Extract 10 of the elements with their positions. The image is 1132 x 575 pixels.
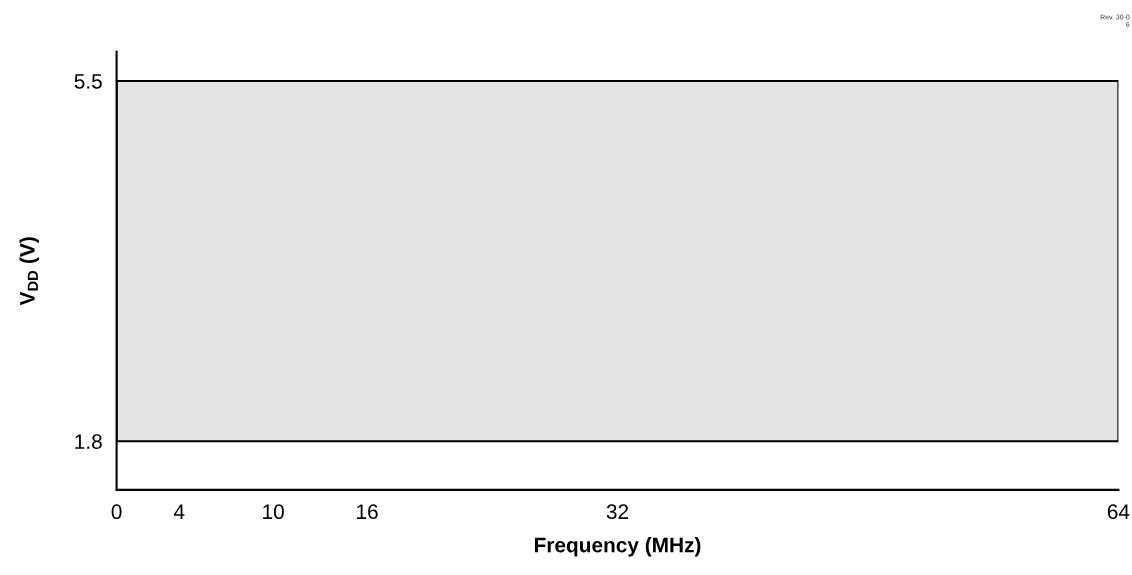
x-tick-label: 0: [111, 504, 122, 520]
x-axis-title: Frequency (MHz): [534, 537, 701, 557]
y-tick-label: 5.5: [74, 74, 102, 89]
x-tick-label: 10: [263, 504, 284, 520]
y-axis-title: V$_{DD}$ (V): [19, 237, 39, 306]
y-tick-label: 1.8: [75, 434, 102, 449]
x-tick-label: 16: [357, 504, 378, 520]
x-tick-label: 32: [606, 504, 629, 520]
x-tick-label: 64: [1107, 504, 1130, 520]
x-tick-label: 4: [173, 504, 185, 519]
